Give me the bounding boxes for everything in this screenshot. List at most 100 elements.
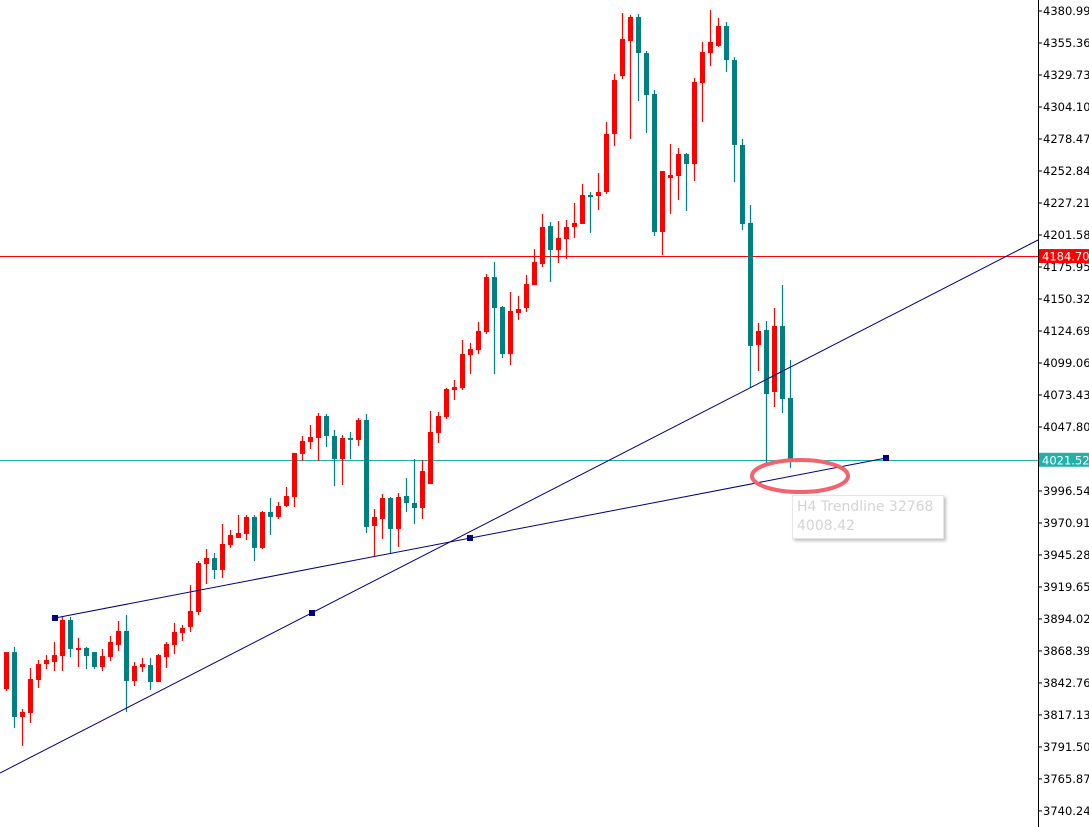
bull-candle bbox=[260, 510, 265, 550]
axis-tick-label: 4227.21 bbox=[1043, 196, 1089, 210]
candle-body bbox=[548, 225, 553, 251]
candle-body bbox=[108, 641, 113, 658]
candle-body bbox=[628, 16, 633, 41]
bull-candle bbox=[476, 321, 481, 355]
candle-body bbox=[36, 664, 41, 681]
candle-body bbox=[588, 195, 593, 198]
bull-candle bbox=[572, 202, 577, 238]
bull-candle bbox=[100, 648, 105, 672]
axis-tick-label: 3894.02 bbox=[1043, 612, 1089, 626]
bull-candle bbox=[628, 14, 633, 139]
candle-body bbox=[12, 652, 17, 717]
bull-candle bbox=[292, 452, 297, 507]
axis-tick-label: 3740.24 bbox=[1043, 804, 1089, 818]
candle-body bbox=[436, 415, 441, 433]
candle-body bbox=[124, 630, 129, 682]
bear-candle bbox=[84, 646, 89, 670]
candle-body bbox=[668, 175, 673, 179]
bull-candle bbox=[188, 585, 193, 632]
candle-body bbox=[580, 195, 585, 224]
candle-body bbox=[228, 534, 233, 545]
axis-tick-label: 3996.54 bbox=[1043, 484, 1089, 498]
bull-candle bbox=[156, 654, 161, 683]
tooltip-value: 4008.42 bbox=[797, 518, 855, 534]
candle-body bbox=[380, 498, 385, 519]
candle-body bbox=[612, 80, 617, 134]
bear-candle bbox=[644, 51, 649, 133]
bear-candle bbox=[388, 497, 393, 555]
bull-candle bbox=[356, 417, 361, 446]
candle-body bbox=[724, 25, 729, 61]
bear-candle bbox=[268, 498, 273, 535]
candle-body bbox=[76, 647, 81, 650]
candle-body bbox=[452, 387, 457, 391]
candle-body bbox=[476, 330, 481, 351]
candle-body bbox=[444, 389, 449, 417]
candle-body bbox=[148, 665, 153, 683]
bear-candle bbox=[212, 553, 217, 580]
candle-body bbox=[564, 226, 569, 239]
candle-body bbox=[532, 262, 537, 286]
candle-body bbox=[684, 154, 689, 165]
bear-candle bbox=[124, 614, 129, 712]
axis-tick-label: 3945.28 bbox=[1043, 548, 1089, 562]
axis-tick-label: 3868.39 bbox=[1043, 644, 1089, 658]
axis-tick-label: 4073.43 bbox=[1043, 388, 1089, 402]
candle-body bbox=[420, 471, 425, 508]
candle-body bbox=[180, 627, 185, 633]
candle-body bbox=[276, 505, 281, 517]
bull-candle bbox=[60, 616, 65, 672]
candle-body bbox=[340, 437, 345, 460]
bull-candle bbox=[236, 514, 241, 538]
trendlines[interactable] bbox=[0, 239, 1039, 774]
bull-candle bbox=[708, 9, 713, 67]
candle-body bbox=[196, 563, 201, 612]
candle-body bbox=[172, 631, 177, 645]
candle-body bbox=[676, 154, 681, 177]
candle-body bbox=[516, 308, 521, 313]
candle-body bbox=[92, 652, 97, 668]
candle-body bbox=[556, 237, 561, 251]
bull-candle bbox=[300, 435, 305, 462]
bull-candle bbox=[108, 635, 113, 662]
candle-body bbox=[204, 558, 209, 565]
candle-body bbox=[268, 511, 273, 517]
candle-body bbox=[492, 277, 497, 308]
bull-candle bbox=[164, 641, 169, 669]
candle-body bbox=[524, 284, 529, 308]
axis-tick-label: 4329.73 bbox=[1043, 68, 1089, 82]
candle-body bbox=[188, 610, 193, 627]
axis-tick-label: 4278.47 bbox=[1043, 132, 1089, 146]
bull-candle bbox=[116, 620, 121, 651]
candles bbox=[4, 9, 793, 746]
trendline-handle bbox=[52, 615, 58, 621]
bear-candle bbox=[652, 90, 657, 236]
candle-body bbox=[428, 431, 433, 485]
bear-candle bbox=[684, 153, 689, 211]
bear-candle bbox=[68, 616, 73, 658]
axis-tick-label: 4175.95 bbox=[1043, 260, 1089, 274]
bear-candle bbox=[364, 413, 369, 533]
bull-candle bbox=[564, 219, 569, 260]
bear-candle bbox=[252, 514, 257, 562]
candle-body bbox=[772, 325, 777, 393]
bull-candle bbox=[444, 388, 449, 419]
bull-candle bbox=[228, 529, 233, 548]
candle-body bbox=[212, 558, 217, 571]
candle-body bbox=[652, 94, 657, 232]
candle-body bbox=[468, 349, 473, 356]
price-tag-label: 4184.70 bbox=[1042, 250, 1089, 264]
candle-body bbox=[508, 310, 513, 355]
bull-candle bbox=[580, 184, 585, 224]
candle-body bbox=[388, 498, 393, 529]
candle-body bbox=[348, 437, 353, 440]
bear-candle bbox=[764, 320, 769, 467]
bull-candle bbox=[668, 143, 673, 214]
candle-body bbox=[244, 516, 249, 534]
bull-candle bbox=[612, 74, 617, 146]
candle-body bbox=[460, 354, 465, 389]
bull-candle bbox=[508, 292, 513, 366]
bull-candle bbox=[396, 493, 401, 547]
candle-body bbox=[500, 306, 505, 355]
